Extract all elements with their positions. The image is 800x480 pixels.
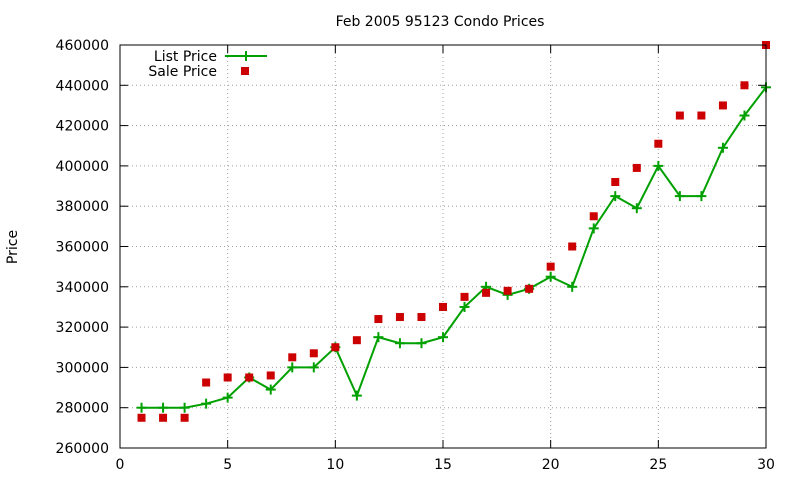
data-point-sale-price xyxy=(568,242,577,251)
legend-marker-sale-price xyxy=(241,67,249,75)
y-tick-label: 360000 xyxy=(56,240,109,256)
data-point-sale-price xyxy=(718,101,727,110)
data-point-sale-price xyxy=(654,139,663,148)
data-point-sale-price xyxy=(266,371,275,380)
data-point-list-price xyxy=(438,332,448,343)
data-point-list-price xyxy=(287,362,298,373)
legend-marker-list-price xyxy=(225,51,267,61)
x-tick-label: 0 xyxy=(116,457,125,473)
data-point-list-price xyxy=(739,110,750,121)
data-point-sale-price xyxy=(202,378,211,387)
y-tick-label: 280000 xyxy=(56,401,109,417)
x-tick-label: 10 xyxy=(326,457,344,473)
y-tick-label: 260000 xyxy=(56,441,109,457)
data-point-sale-price xyxy=(309,349,318,358)
legend-plus-marker xyxy=(241,51,251,61)
y-tick-label: 300000 xyxy=(56,360,109,376)
data-point-list-price xyxy=(696,191,707,202)
data-point-sale-price xyxy=(503,286,512,295)
y-tick-label: 460000 xyxy=(56,38,109,54)
y-tick-label: 440000 xyxy=(56,78,109,94)
y-tick-label: 380000 xyxy=(56,199,109,215)
x-tick-label: 20 xyxy=(542,457,560,473)
ticks: 260000 280000 300000 320000 340000 360000 3800… xyxy=(56,38,775,473)
legend-square-marker xyxy=(241,67,249,75)
data-point-list-price xyxy=(545,271,556,282)
legend: List Price Sale Price xyxy=(148,49,267,80)
data-point-sale-price xyxy=(245,373,254,382)
data-point-sale-price xyxy=(374,315,383,324)
data-point-list-price xyxy=(265,384,276,395)
data-point-list-price xyxy=(653,160,664,171)
data-point-sale-price xyxy=(288,353,297,362)
data-point-list-price xyxy=(351,390,362,401)
data-point-list-price xyxy=(567,281,578,292)
y-tick-label: 340000 xyxy=(56,280,109,296)
data-point-list-price xyxy=(610,191,621,202)
series-line-list-price xyxy=(141,86,767,409)
chart-title: Feb 2005 95123 Condo Prices xyxy=(336,14,545,30)
x-tick-label: 5 xyxy=(223,457,232,473)
data-point-sale-price xyxy=(740,81,749,90)
legend-label-list-price: List Price xyxy=(154,49,217,65)
y-tick-label: 420000 xyxy=(56,119,109,135)
data-point-list-price xyxy=(394,338,405,349)
y-tick-label: 320000 xyxy=(56,320,109,336)
data-point-sale-price xyxy=(675,111,684,120)
data-point-list-price xyxy=(588,223,599,234)
data-point-sale-price xyxy=(159,413,168,422)
y-axis-label: Price xyxy=(5,230,21,264)
x-tick-label: 25 xyxy=(649,457,667,473)
data-point-list-price xyxy=(136,402,147,413)
data-point-sale-price xyxy=(525,284,534,293)
data-point-sale-price xyxy=(632,163,641,172)
data-point-list-price xyxy=(158,402,169,413)
y-tick-label: 400000 xyxy=(56,159,109,175)
data-point-sale-price xyxy=(180,413,189,422)
data-point-sale-price xyxy=(589,212,598,221)
data-point-sale-price xyxy=(395,313,404,322)
data-point-sale-price xyxy=(223,373,232,382)
legend-label-sale-price: Sale Price xyxy=(148,64,217,80)
data-point-list-price xyxy=(631,203,642,214)
data-point-list-price xyxy=(674,191,685,202)
x-tick-label: 15 xyxy=(434,457,452,473)
data-point-list-price xyxy=(373,332,384,343)
data-point-list-price xyxy=(416,338,427,349)
series-layer xyxy=(136,41,771,422)
x-tick-label: 30 xyxy=(757,457,775,473)
data-point-sale-price xyxy=(417,313,426,322)
data-point-sale-price xyxy=(352,336,361,345)
data-point-sale-price xyxy=(697,111,706,120)
data-point-sale-price xyxy=(482,288,491,297)
grid xyxy=(120,45,766,448)
data-point-sale-price xyxy=(611,178,620,187)
data-point-list-price xyxy=(717,142,728,153)
data-point-list-price xyxy=(222,392,233,403)
data-point-sale-price xyxy=(546,262,555,271)
data-point-list-price xyxy=(459,301,470,312)
data-point-list-price xyxy=(201,398,212,409)
data-point-list-price xyxy=(308,362,319,373)
data-point-sale-price xyxy=(460,292,469,301)
data-point-sale-price xyxy=(331,343,340,352)
data-point-sale-price xyxy=(137,413,146,422)
data-point-list-price xyxy=(179,402,190,413)
data-point-sale-price xyxy=(439,302,447,311)
